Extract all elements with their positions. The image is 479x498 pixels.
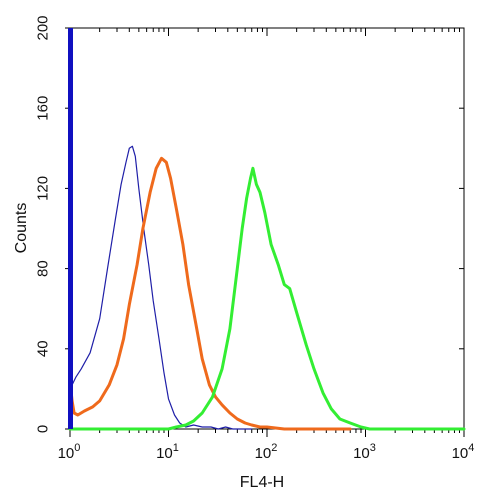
x-tick-label: 104 — [452, 442, 475, 462]
y-tick-label: 0 — [35, 425, 52, 433]
x-tick-base: 10 — [255, 445, 272, 462]
y-tick-label: 80 — [35, 260, 52, 277]
x-tick-label: 102 — [255, 442, 278, 462]
y-tick-label: 40 — [35, 340, 52, 357]
x-tick-exponent: 4 — [468, 442, 474, 454]
x-axis: 100 101 102 103 104 — [58, 28, 475, 462]
y-axis: 0 40 80 120 160 200 — [35, 15, 464, 433]
x-tick-exponent: 3 — [370, 442, 376, 454]
x-tick-base: 10 — [353, 445, 370, 462]
y-tick-label: 120 — [35, 176, 52, 201]
x-tick-exponent: 1 — [173, 442, 179, 454]
x-tick-exponent: 0 — [74, 442, 80, 454]
series-line-1 — [68, 156, 352, 431]
x-tick-base: 10 — [156, 445, 173, 462]
x-tick-exponent: 2 — [271, 442, 277, 454]
x-tick-base: 10 — [58, 445, 75, 462]
x-tick-label: 100 — [58, 442, 81, 462]
series-line-0 — [69, 145, 253, 430]
y-axis-title: Counts — [13, 203, 30, 254]
series-line-2 — [68, 166, 466, 431]
y-tick-label: 200 — [35, 15, 52, 40]
x-tick-label: 103 — [353, 442, 376, 462]
x-tick-base: 10 — [452, 445, 469, 462]
series-layer — [68, 145, 466, 431]
x-tick-label: 101 — [156, 442, 179, 462]
x-axis-title: FL4-H — [240, 474, 284, 491]
y-tick-label: 160 — [35, 96, 52, 121]
